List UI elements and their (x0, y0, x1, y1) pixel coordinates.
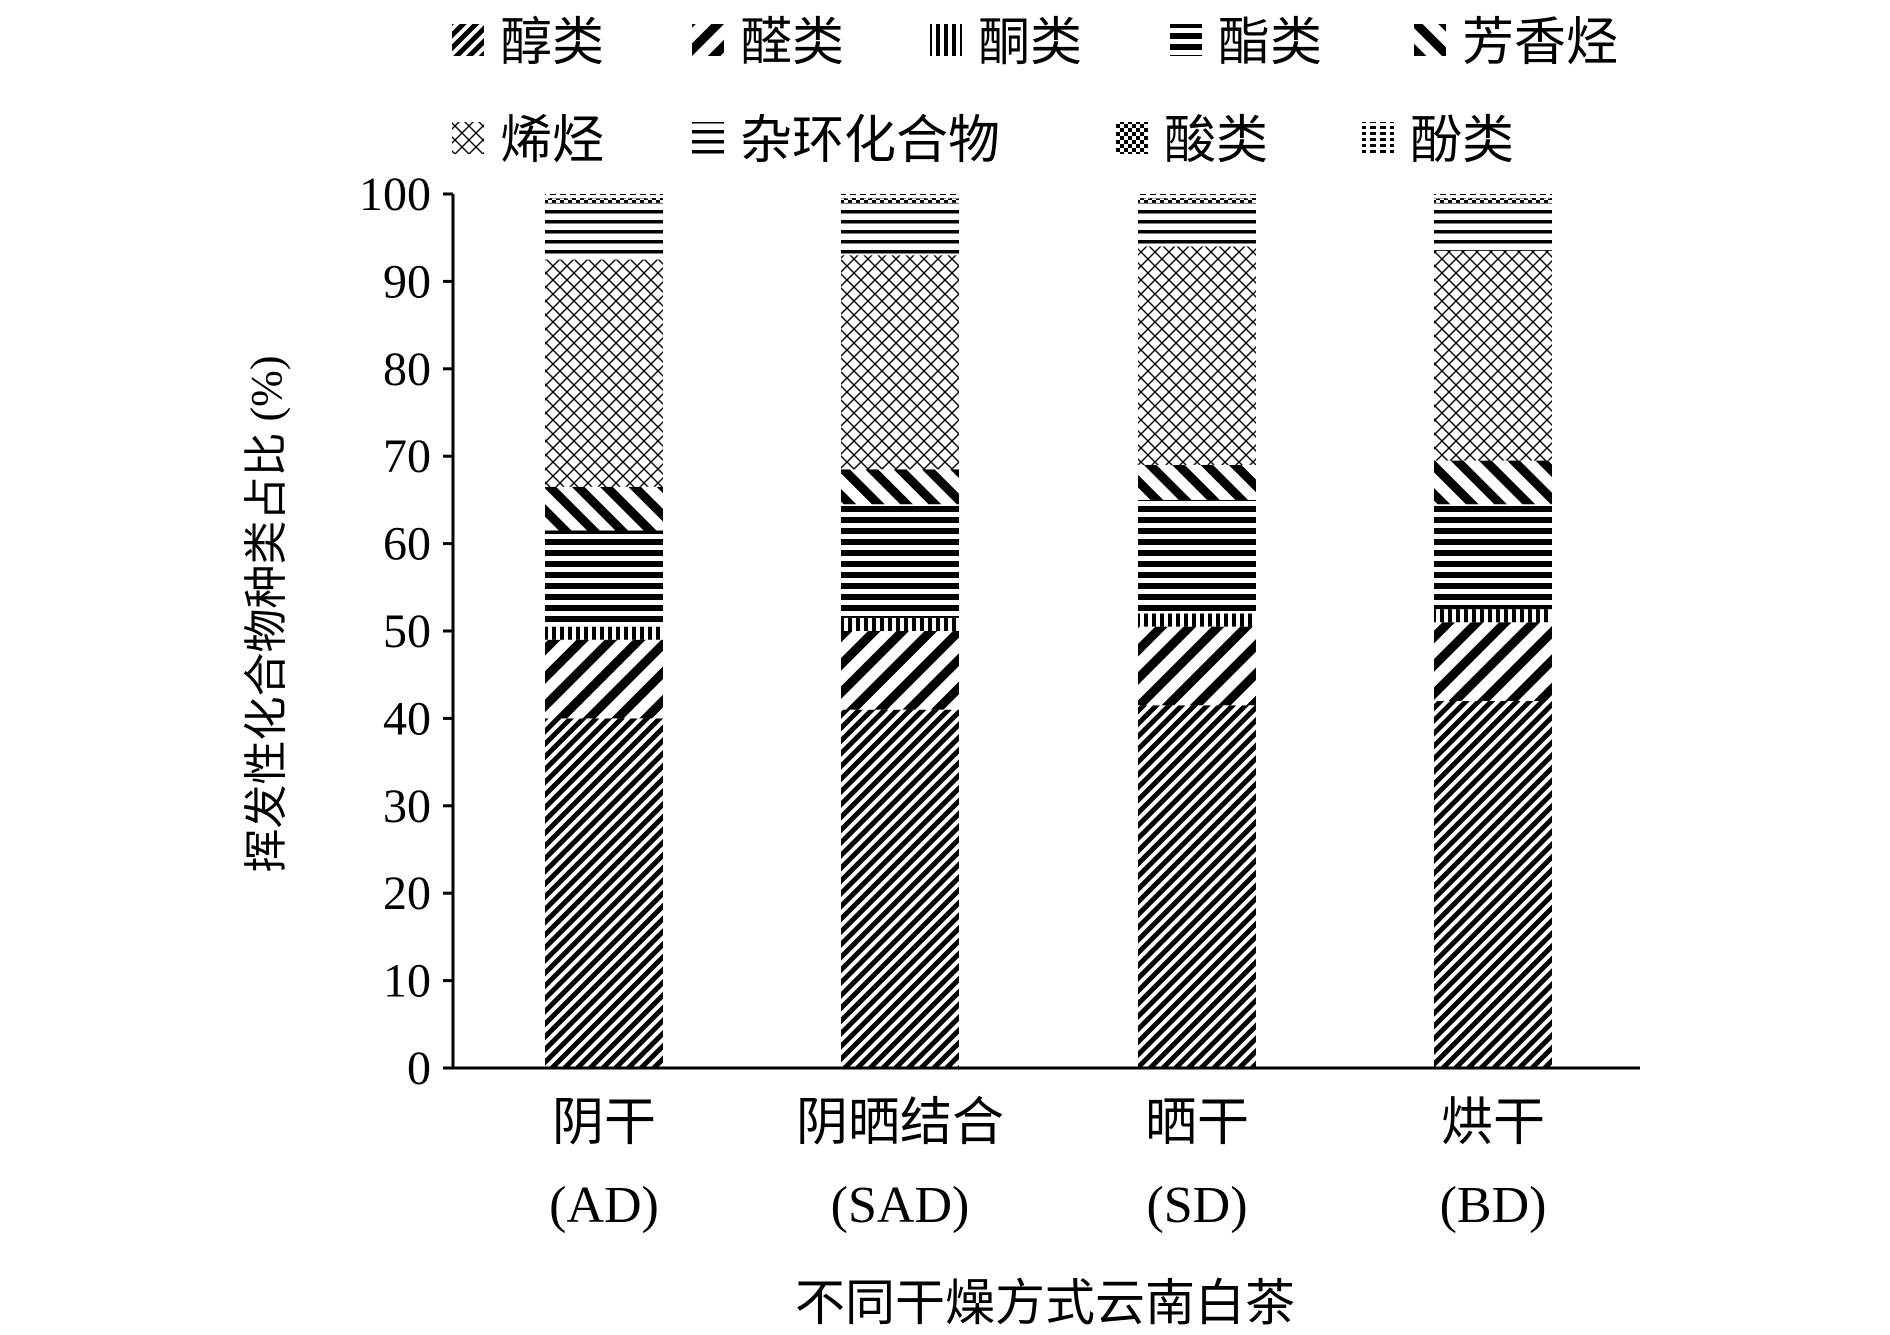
legend-swatch (692, 122, 724, 154)
bar-segment (1138, 464, 1256, 500)
legend-swatch (1170, 24, 1202, 56)
bar-segment (1434, 460, 1552, 505)
bar-stack (1138, 194, 1256, 1068)
bar-segment (545, 194, 663, 199)
y-axis-ticks: 0 10 20 30 40 50 60 70 80 90 100 (359, 168, 453, 1095)
bar-segment (1138, 613, 1256, 627)
y-tick-label: 40 (383, 692, 431, 745)
bar-segment (545, 530, 663, 627)
y-tick-label: 90 (383, 255, 431, 308)
bar-segment (1434, 250, 1552, 461)
y-axis-title-group: 挥发性化合物种类占比 (%) (242, 356, 291, 873)
bar-segment (1138, 194, 1256, 199)
bar-segment (1434, 609, 1552, 623)
bar-segment (1434, 202, 1552, 251)
legend-item: 芳香烃 (1414, 15, 1618, 72)
legend-item: 醛类 (692, 15, 844, 72)
bar-segment (841, 198, 959, 203)
legend-label: 酚类 (1410, 113, 1514, 170)
bar-segment (841, 631, 959, 710)
bar-segment (545, 259, 663, 487)
x-axis-title: 不同干燥方式云南白茶 (795, 1275, 1295, 1331)
x-category-sublabel: (AD) (549, 1177, 659, 1234)
y-tick-label: 60 (383, 518, 431, 571)
x-category-sublabel: (BD) (1440, 1177, 1547, 1234)
bar-segment (1138, 246, 1256, 465)
legend-item: 酚类 (1362, 113, 1514, 170)
bar-segment (841, 504, 959, 618)
x-category-sublabel: (SD) (1146, 1177, 1247, 1234)
y-tick-label: 30 (383, 780, 431, 833)
legend-swatch (452, 24, 484, 56)
bar-segment (841, 255, 959, 470)
legend-item: 酮类 (930, 15, 1082, 72)
bar-segment (545, 198, 663, 203)
bar-segment (1138, 198, 1256, 203)
bar-segment (1434, 622, 1552, 701)
x-category-label: 晒干 (1145, 1095, 1249, 1152)
bar-segment (841, 617, 959, 631)
legend-label: 醇类 (500, 15, 604, 72)
bar-segment (1434, 504, 1552, 610)
bar-segment (1138, 202, 1256, 247)
bar-segment (841, 194, 959, 199)
x-category-label: 烘干 (1441, 1095, 1545, 1152)
x-axis-category-labels: 阴干 (AD) 阴晒结合 (SAD) 晒干 (SD) 烘干 (BD) (549, 1095, 1546, 1234)
legend-swatch (930, 24, 962, 56)
x-category-label: 阴干 (552, 1095, 656, 1152)
legend-label: 酯类 (1218, 15, 1322, 72)
bar-segment (841, 709, 959, 1068)
legend-label: 醛类 (740, 15, 844, 72)
bar-stack (545, 194, 663, 1068)
legend-item: 醇类 (452, 15, 604, 72)
y-tick-label: 20 (383, 867, 431, 920)
bar-segment (545, 639, 663, 719)
legend-label: 酮类 (978, 15, 1082, 72)
y-tick-label: 70 (383, 430, 431, 483)
bar-segment (1434, 198, 1552, 203)
bar-segment (1138, 705, 1256, 1068)
bar-stack (841, 194, 959, 1068)
bar-segment (1434, 700, 1552, 1068)
y-axis-title: 挥发性化合物种类占比 (%) (242, 356, 291, 873)
bars (545, 194, 1552, 1068)
bar-segment (545, 202, 663, 260)
bar-segment (545, 486, 663, 531)
x-category-sublabel: (SAD) (831, 1177, 970, 1234)
y-tick-label: 50 (383, 605, 431, 658)
y-tick-label: 100 (359, 168, 431, 221)
y-tick-label: 10 (383, 955, 431, 1008)
legend-swatch (452, 122, 484, 154)
legend-swatch (692, 24, 724, 56)
legend-label: 杂环化合物 (740, 113, 1000, 170)
bar-segment (1138, 499, 1256, 614)
bar-segment (841, 202, 959, 256)
y-tick-label: 0 (407, 1042, 431, 1095)
legend-item: 杂环化合物 (692, 113, 1000, 170)
bar-segment (545, 718, 663, 1068)
legend-swatch (1362, 122, 1394, 154)
y-tick-label: 80 (383, 343, 431, 396)
legend-item: 酯类 (1170, 15, 1322, 72)
bar-segment (545, 626, 663, 640)
legend-item: 烯烃 (452, 113, 604, 170)
legend-label: 烯烃 (500, 113, 604, 170)
legend-label: 酸类 (1164, 113, 1268, 170)
bar-stack (1434, 194, 1552, 1068)
legend-label: 芳香烃 (1462, 15, 1618, 72)
bar-segment (1138, 626, 1256, 706)
legend-swatch (1414, 24, 1446, 56)
legend-item: 酸类 (1116, 113, 1268, 170)
bar-segment (1434, 194, 1552, 199)
x-category-label: 阴晒结合 (796, 1095, 1004, 1152)
legend-swatch (1116, 122, 1148, 154)
bar-segment (841, 469, 959, 505)
